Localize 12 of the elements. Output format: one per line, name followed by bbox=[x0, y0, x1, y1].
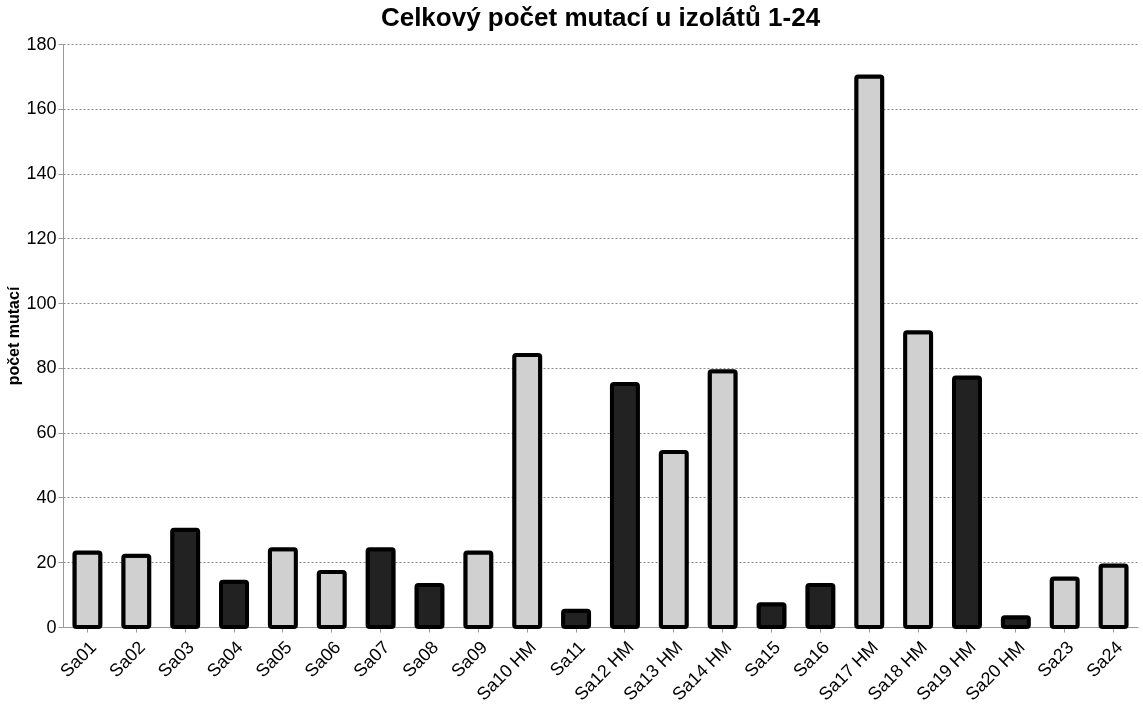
y-tick-label: 180 bbox=[26, 33, 57, 54]
y-tick-label: 20 bbox=[36, 551, 57, 572]
y-tick-label: 60 bbox=[36, 422, 57, 443]
y-tick-label: 40 bbox=[36, 486, 57, 507]
y-tick-label: 140 bbox=[26, 163, 57, 184]
y-tick-label: 120 bbox=[26, 227, 57, 248]
y-tick-label: 80 bbox=[36, 357, 57, 378]
chart-title: Celkový počet mutací u izolátů 1-24 bbox=[380, 2, 821, 32]
y-tick-label: 160 bbox=[26, 98, 57, 119]
y-tick-label: 100 bbox=[26, 292, 57, 313]
y-tick-label: 0 bbox=[46, 616, 57, 637]
y-axis-title: počet mutací bbox=[5, 286, 23, 386]
